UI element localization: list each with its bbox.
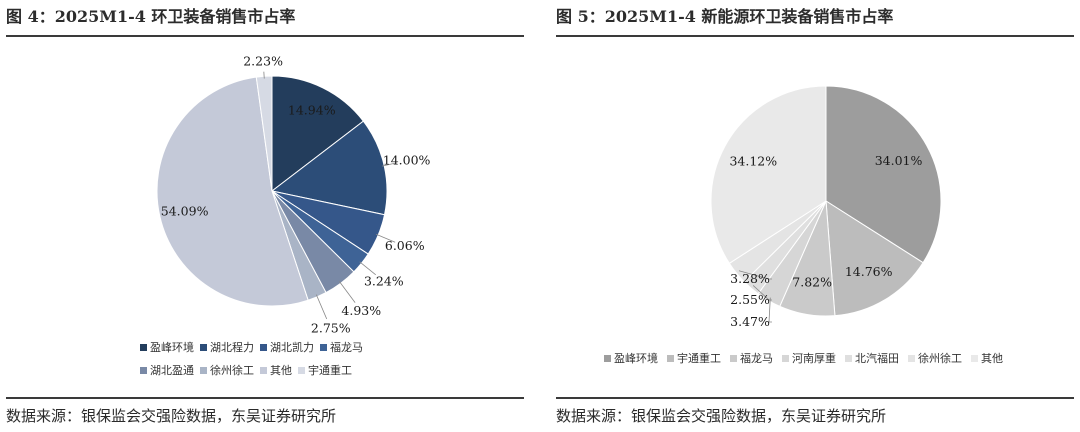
leader-line <box>738 270 772 280</box>
legend-entry: 盈峰环境 <box>150 340 194 354</box>
leader-line <box>359 261 377 276</box>
legend-swatch <box>782 355 789 362</box>
legend-swatch <box>604 355 611 362</box>
legend-entry: 宇通重工 <box>308 363 352 377</box>
leader-line <box>381 162 397 167</box>
source-note: 数据来源：银保监会交强险数据，东吴证券研究所 <box>6 407 337 425</box>
data-label: 6.06% <box>385 238 425 253</box>
legend-swatch <box>908 355 915 362</box>
pie-slice <box>156 76 309 307</box>
title-rule <box>556 35 1074 37</box>
leader-line <box>768 297 772 323</box>
data-label: 2.75% <box>311 320 351 335</box>
pie-slice <box>710 85 827 265</box>
legend-entry: 徐州徐工 <box>210 363 254 377</box>
leader-line <box>338 281 356 303</box>
chart-title: 图 4：2025M1-4 环卫装备销售市占率 <box>6 7 296 26</box>
legend-entry: 湖北盈通 <box>150 364 194 377</box>
legend-entry: 其他 <box>270 364 292 377</box>
data-label: 14.94% <box>288 103 336 118</box>
pie-chart: 34.01% 14.76% 7.82% 3.47% 2.55% 3.28% 34.12% 盈峰… <box>604 85 1003 365</box>
pie-slice <box>825 200 924 317</box>
data-label: 34.01% <box>875 153 923 168</box>
data-label: 3.24% <box>364 273 404 288</box>
data-label: 54.09% <box>161 203 209 218</box>
legend-entry: 北汽福田 <box>855 351 899 365</box>
leader-line <box>752 285 772 301</box>
data-label: 14.00% <box>383 153 431 168</box>
pie-chart: 14.94% 14.00% 6.06% 3.24% 4.93% 2.75% 54.09% 2.… <box>140 53 431 377</box>
legend-swatch <box>200 344 207 351</box>
footer-rule <box>6 397 524 399</box>
leader-line <box>315 294 328 320</box>
data-label: 7.82% <box>792 275 832 290</box>
legend-entry: 徐州徐工 <box>918 351 962 365</box>
data-label: 3.47% <box>730 314 770 329</box>
legend-swatch <box>260 367 267 374</box>
data-label: 2.55% <box>730 292 770 307</box>
source-note: 数据来源：银保监会交强险数据，东吴证券研究所 <box>556 407 887 425</box>
legend-swatch <box>140 344 147 351</box>
data-label: 34.12% <box>729 153 777 168</box>
legend-swatch <box>320 344 327 351</box>
title-rule <box>6 35 524 37</box>
data-label: 4.93% <box>341 303 381 318</box>
footer-rule <box>556 397 1074 399</box>
chart-panel-left: 图 4：2025M1-4 环卫装备销售市占率 14.94% 14.00% 6.06%… <box>6 0 524 432</box>
legend-swatch <box>971 355 978 362</box>
data-label: 14.76% <box>845 264 893 279</box>
legend-entry: 河南厚重 <box>792 351 836 365</box>
legend-swatch <box>140 367 147 374</box>
pie-slice <box>271 75 365 193</box>
legend-entry: 宇通重工 <box>677 351 721 365</box>
legend-swatch <box>667 355 674 362</box>
legend-entry: 福龙马 <box>740 351 773 365</box>
chart-title: 图 5：2025M1-4 新能源环卫装备销售市占率 <box>556 7 894 26</box>
legend-swatch <box>845 355 852 362</box>
legend-entry: 盈峰环境 <box>614 351 658 365</box>
legend-entry: 湖北凯力 <box>270 341 314 354</box>
data-label: 3.28% <box>730 271 770 286</box>
legend-entry: 湖北程力 <box>210 341 254 354</box>
legend-swatch <box>200 367 207 374</box>
legend-entry: 其他 <box>981 352 1003 365</box>
data-label: 2.23% <box>243 53 283 68</box>
legend-swatch <box>298 367 305 374</box>
chart-panel-right: 图 5：2025M1-4 新能源环卫装备销售市占率 34.01% 14.76% 7.… <box>556 0 1074 432</box>
legend-swatch <box>260 344 267 351</box>
leader-line <box>375 233 396 243</box>
legend-swatch <box>730 355 737 362</box>
pie-slice <box>825 85 942 264</box>
legend-entry: 福龙马 <box>330 340 363 354</box>
